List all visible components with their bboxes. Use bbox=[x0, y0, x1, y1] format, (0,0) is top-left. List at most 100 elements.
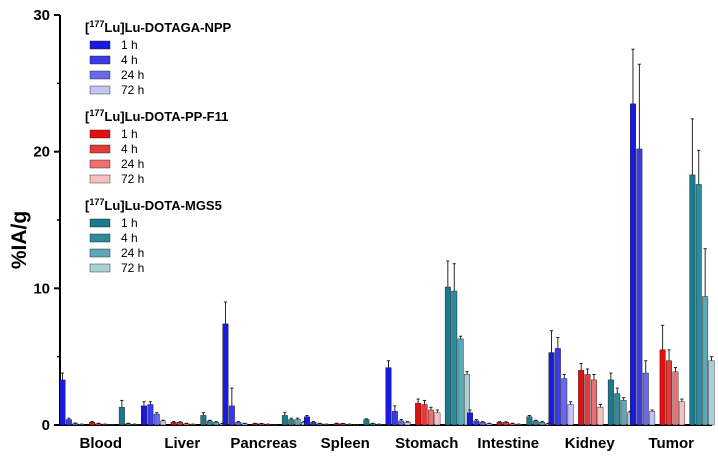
bar bbox=[428, 409, 434, 426]
bar bbox=[363, 419, 370, 426]
bar bbox=[659, 349, 666, 426]
legend-entry-label: 24 h bbox=[121, 68, 144, 82]
legend-swatch bbox=[89, 55, 111, 65]
legend-entry-label: 24 h bbox=[121, 246, 144, 260]
bar bbox=[434, 412, 441, 426]
bar bbox=[59, 379, 66, 426]
bar bbox=[532, 420, 539, 426]
bar bbox=[316, 423, 323, 426]
bar bbox=[636, 148, 643, 426]
bar bbox=[294, 419, 301, 426]
bar bbox=[672, 371, 679, 426]
bar bbox=[649, 411, 656, 426]
bar bbox=[170, 422, 177, 426]
bar bbox=[614, 393, 621, 426]
y-tick-label: 20 bbox=[33, 144, 50, 161]
bar bbox=[391, 411, 398, 426]
bar bbox=[369, 423, 376, 426]
bar bbox=[554, 348, 561, 426]
bar bbox=[72, 423, 79, 426]
bar bbox=[467, 412, 473, 426]
bar bbox=[125, 423, 132, 426]
category-label: Spleen bbox=[321, 435, 370, 452]
bar bbox=[153, 413, 160, 426]
bar bbox=[140, 405, 147, 426]
bar bbox=[678, 401, 685, 426]
legend-swatch bbox=[89, 85, 111, 95]
bar bbox=[591, 379, 597, 426]
legend-swatch bbox=[89, 40, 111, 50]
bar bbox=[503, 422, 509, 426]
legend-entry-label: 24 h bbox=[121, 157, 144, 171]
bar bbox=[642, 372, 649, 426]
category-label: Tumor bbox=[648, 435, 694, 452]
legend-swatch bbox=[89, 233, 111, 243]
bar bbox=[213, 422, 220, 426]
bar bbox=[415, 402, 422, 426]
legend-swatch bbox=[89, 70, 111, 80]
category-label: Blood bbox=[80, 435, 123, 452]
bar bbox=[473, 420, 480, 426]
legend-swatch bbox=[89, 263, 111, 273]
legend-entry-label: 1 h bbox=[121, 216, 138, 230]
bar bbox=[689, 174, 696, 426]
bar bbox=[708, 360, 715, 426]
bar bbox=[567, 404, 574, 426]
bar bbox=[200, 415, 207, 426]
bar bbox=[222, 323, 229, 426]
y-ticks: 0 10 20 30 bbox=[33, 7, 60, 434]
bar bbox=[95, 423, 102, 426]
bar bbox=[310, 422, 317, 426]
legend-entry-label: 4 h bbox=[121, 142, 138, 156]
bar bbox=[228, 405, 235, 426]
legend-entry-label: 72 h bbox=[121, 172, 144, 186]
legend-entry-label: 1 h bbox=[121, 38, 138, 52]
bar bbox=[118, 407, 125, 426]
category-label: Liver bbox=[164, 435, 200, 452]
bar bbox=[177, 422, 184, 426]
bar bbox=[509, 423, 516, 426]
legend-entry-label: 4 h bbox=[121, 53, 138, 67]
bar bbox=[258, 423, 265, 426]
y-tick-label: 0 bbox=[42, 417, 50, 434]
category-label: Stomach bbox=[395, 435, 458, 452]
x-category-labels: Blood Liver Pancreas Spleen Stomach Intestine… bbox=[80, 435, 695, 452]
bar bbox=[666, 360, 672, 426]
axes bbox=[59, 15, 712, 426]
bar bbox=[444, 286, 451, 426]
bar bbox=[578, 370, 585, 426]
bar bbox=[385, 367, 392, 426]
bar bbox=[597, 407, 604, 426]
bar bbox=[340, 423, 346, 426]
legend-entry-label: 72 h bbox=[121, 83, 144, 97]
bar bbox=[252, 423, 259, 426]
y-axis-label: %IA/g bbox=[8, 211, 31, 269]
bar bbox=[333, 423, 340, 426]
bar bbox=[479, 422, 486, 426]
bar bbox=[398, 420, 405, 426]
legend-entry-label: 1 h bbox=[121, 127, 138, 141]
legend-swatch bbox=[89, 159, 111, 169]
error-bars bbox=[60, 48, 714, 425]
bar bbox=[235, 422, 242, 426]
bar bbox=[206, 420, 213, 426]
bar bbox=[288, 419, 295, 426]
bar bbox=[584, 374, 591, 426]
y-tick-label: 10 bbox=[33, 280, 50, 297]
bar bbox=[496, 422, 503, 426]
legend-swatch bbox=[89, 144, 111, 154]
bar-marks bbox=[59, 103, 715, 426]
bar bbox=[304, 416, 310, 426]
legend-entry-label: 72 h bbox=[121, 261, 144, 275]
bar bbox=[404, 422, 411, 426]
legend-group-title: [177Lu]Lu-DOTA-MGS5 bbox=[85, 197, 222, 213]
bar bbox=[457, 338, 464, 426]
category-label: Intestine bbox=[477, 435, 539, 452]
legend-swatch bbox=[89, 129, 111, 139]
bar bbox=[281, 415, 288, 426]
bar bbox=[548, 352, 555, 426]
category-label: Kidney bbox=[565, 435, 616, 452]
bar bbox=[65, 419, 72, 426]
bar bbox=[421, 404, 428, 426]
